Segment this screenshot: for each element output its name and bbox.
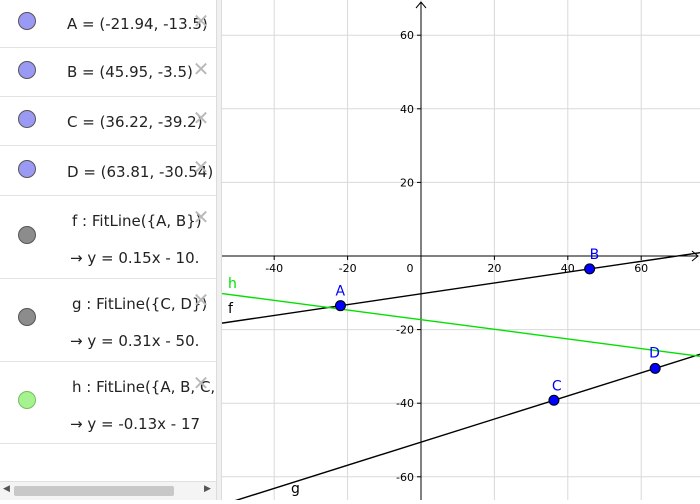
line-g-label: g	[291, 481, 300, 497]
scrollbar-thumb[interactable]	[14, 486, 174, 496]
x-tick-label: -20	[339, 262, 357, 275]
algebra-view: A = (-21.94, -13.5) ✕ B = (45.95, -3.5) …	[0, 0, 216, 500]
line-f-definition[interactable]: f : FitLine({A, B})	[72, 212, 202, 230]
close-icon[interactable]: ✕	[192, 9, 210, 33]
point-a-item[interactable]: A = (-21.94, -13.5) ✕	[0, 0, 216, 48]
visibility-toggle-icon[interactable]	[18, 308, 36, 326]
point-d-label: D	[649, 345, 660, 361]
grid	[222, 0, 700, 500]
visibility-toggle-icon[interactable]	[18, 226, 36, 244]
line-h-label: h	[228, 276, 237, 292]
close-icon[interactable]: ✕	[192, 57, 210, 81]
lines: f g h	[221, 251, 700, 504]
point-d	[649, 362, 661, 374]
close-icon[interactable]: ✕	[192, 288, 210, 312]
line-g-item[interactable]: g : FitLine({C, D}) → y = 0.31x - 50. ✕	[0, 279, 216, 362]
point-d-item[interactable]: D = (63.81, -30.54) ✕	[0, 146, 216, 196]
line-g	[222, 353, 700, 504]
scroll-left-icon[interactable]: ◀	[3, 484, 10, 494]
x-tick-label: 20	[487, 262, 501, 275]
view-splitter[interactable]	[216, 0, 222, 500]
line-g-definition[interactable]: g : FitLine({C, D})	[72, 295, 208, 313]
x-tick-label: 60	[634, 262, 648, 275]
point-a-definition[interactable]: A = (-21.94, -13.5)	[67, 15, 208, 33]
line-h	[221, 292, 700, 358]
x-axis-arrow	[691, 250, 699, 262]
point-a-label: A	[335, 284, 345, 300]
x-tick-label: -40	[265, 262, 283, 275]
visibility-toggle-icon[interactable]	[18, 110, 36, 128]
line-f-item[interactable]: f : FitLine({A, B}) → y = 0.15x - 10. ✕	[0, 196, 216, 279]
point-b-definition[interactable]: B = (45.95, -3.5)	[67, 63, 193, 81]
line-g-equation: → y = 0.31x - 50.	[70, 332, 200, 350]
line-h-equation: → y = -0.13x - 17	[70, 415, 201, 433]
line-h-definition[interactable]: h : FitLine({A, B, C,	[72, 378, 216, 396]
y-axis-arrow	[415, 1, 427, 9]
point-d-definition[interactable]: D = (63.81, -30.54)	[67, 163, 214, 181]
scroll-right-icon[interactable]: ▶	[204, 484, 211, 494]
point-a	[334, 300, 346, 312]
visibility-toggle-icon[interactable]	[18, 391, 36, 409]
y-axis-ticks: 60 40 20 -20 -40 -60	[396, 29, 421, 484]
point-b-item[interactable]: B = (45.95, -3.5) ✕	[0, 48, 216, 97]
point-c-label: C	[552, 378, 562, 394]
line-f-label: f	[228, 301, 234, 317]
visibility-toggle-icon[interactable]	[18, 61, 36, 79]
y-tick-label: 60	[400, 29, 414, 42]
point-c	[548, 394, 560, 406]
graphics-view[interactable]: -40 -20 0 20 40 60 60 40 20 -20 -40 -60 f g h A B C D	[221, 0, 700, 504]
close-icon[interactable]: ✕	[192, 371, 210, 395]
y-tick-label: 20	[400, 176, 414, 189]
close-icon[interactable]: ✕	[192, 155, 210, 179]
horizontal-scrollbar[interactable]: ◀ ▶	[0, 481, 216, 500]
point-c-definition[interactable]: C = (36.22, -39.2)	[67, 113, 203, 131]
line-f	[221, 251, 700, 324]
y-tick-label: -20	[396, 324, 414, 337]
point-b	[584, 263, 596, 275]
points: A B C D	[334, 247, 661, 406]
line-f-equation: → y = 0.15x - 10.	[70, 249, 200, 267]
y-tick-label: 40	[400, 103, 414, 116]
point-c-item[interactable]: C = (36.22, -39.2) ✕	[0, 97, 216, 146]
visibility-toggle-icon[interactable]	[18, 12, 36, 30]
close-icon[interactable]: ✕	[192, 205, 210, 229]
visibility-toggle-icon[interactable]	[18, 160, 36, 178]
x-tick-label: 0	[407, 262, 414, 275]
y-tick-label: -60	[396, 471, 414, 484]
axes	[222, 1, 699, 500]
point-b-label: B	[590, 247, 600, 263]
coordinate-plane[interactable]: -40 -20 0 20 40 60 60 40 20 -20 -40 -60 f g h A B C D	[221, 0, 700, 504]
y-tick-label: -40	[396, 397, 414, 410]
close-icon[interactable]: ✕	[192, 106, 210, 130]
line-h-item[interactable]: h : FitLine({A, B, C, → y = -0.13x - 17 …	[0, 362, 216, 444]
